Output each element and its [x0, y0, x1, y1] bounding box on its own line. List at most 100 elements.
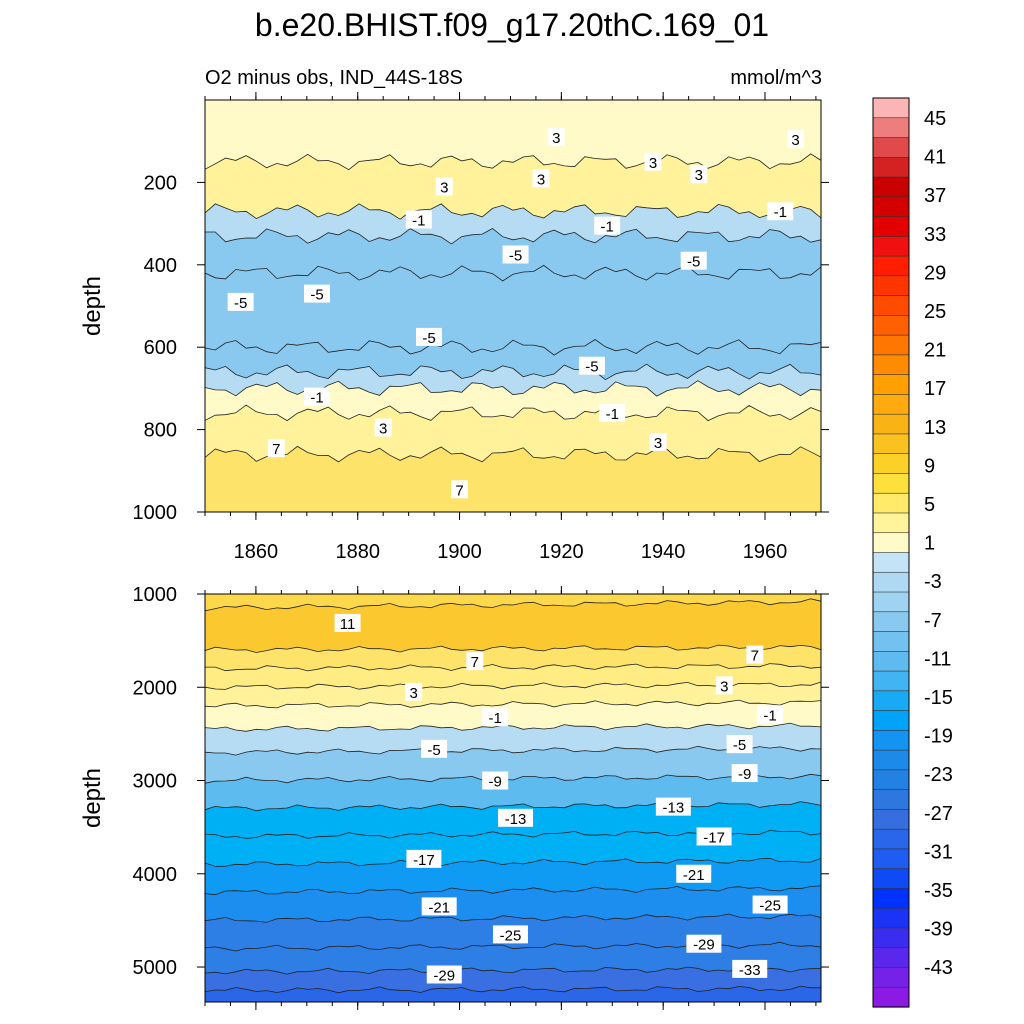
svg-text:-5: -5 — [733, 737, 746, 754]
upper-ytick-label: 400 — [144, 255, 177, 277]
colorbar-label: 9 — [924, 455, 935, 477]
svg-text:-5: -5 — [687, 254, 700, 271]
colorbar-swatch — [872, 552, 910, 573]
colorbar-frame — [872, 97, 910, 1008]
colorbar-swatch — [872, 571, 910, 593]
upper-contour-label: -1 — [594, 216, 621, 236]
upper-contour-label: -5 — [304, 284, 330, 304]
lower-contour-label: 3 — [405, 682, 423, 702]
upper-frame — [204, 99, 822, 513]
svg-text:-1: -1 — [763, 707, 776, 724]
lower-contour-label: -17 — [406, 849, 442, 869]
svg-text:3: 3 — [537, 171, 545, 188]
lower-contour-label: -29 — [426, 965, 462, 984]
upper-xtick-label: 1880 — [335, 541, 380, 563]
upper-contour-label: -1 — [405, 210, 432, 229]
lower-ytick-label: 1000 — [133, 584, 178, 606]
upper-contour-line — [205, 203, 821, 220]
lower-contour-label: -25 — [752, 895, 788, 915]
lower-contour-label: -5 — [726, 735, 753, 754]
upper-xtick-label: 1860 — [234, 541, 279, 563]
colorbar-swatch — [872, 848, 910, 870]
upper-contour-label: -5 — [227, 292, 254, 312]
upper-contour-label: -5 — [416, 327, 442, 347]
colorbar-label: 29 — [924, 262, 946, 284]
svg-text:-1: -1 — [310, 390, 323, 407]
upper-contour-label: -1 — [304, 387, 330, 407]
colorbar-swatch — [872, 275, 910, 297]
colorbar-label: 5 — [924, 494, 935, 516]
upper-contour-line — [205, 363, 821, 381]
lower-contour-label: -5 — [421, 739, 448, 759]
lower-ytick-label: 3000 — [133, 771, 178, 793]
lower-contour-line — [205, 857, 821, 867]
upper-xtick-label: 1900 — [437, 541, 482, 563]
colorbar-label: -27 — [924, 803, 953, 825]
lower-contour-label: -13 — [655, 797, 691, 817]
upper-contour-line — [205, 339, 821, 356]
svg-text:-5: -5 — [422, 330, 435, 347]
lower-contour-line — [205, 985, 821, 994]
upper-contour-line — [205, 445, 821, 463]
lower-ytick-label: 5000 — [133, 957, 178, 979]
svg-text:-21: -21 — [428, 899, 450, 916]
svg-text:3: 3 — [379, 421, 387, 438]
svg-text:3: 3 — [649, 155, 657, 172]
upper-band — [205, 446, 821, 512]
lower-contour-label: 3 — [715, 676, 733, 695]
svg-text:-29: -29 — [433, 967, 455, 984]
upper-ylabel: depth — [79, 276, 106, 336]
lower-contour-line — [205, 885, 821, 896]
upper-contour-label: 3 — [690, 165, 708, 184]
colorbar-swatch — [872, 137, 910, 158]
svg-text:3: 3 — [552, 130, 560, 147]
svg-text:11: 11 — [340, 616, 356, 633]
colorbar-label: 25 — [924, 301, 946, 323]
upper-contour-label: -5 — [680, 251, 707, 271]
upper-contour-line — [205, 153, 821, 171]
upper-contour-label: 3 — [435, 177, 453, 197]
colorbar-swatch — [872, 809, 910, 830]
colorbar-label: 41 — [924, 147, 946, 169]
colorbar-label: -7 — [924, 610, 942, 632]
lower-ytick-label: 2000 — [133, 677, 178, 699]
upper-contour-label: 3 — [649, 432, 667, 452]
svg-text:-5: -5 — [310, 287, 323, 304]
colorbar-swatch — [872, 749, 910, 771]
colorbar-swatch — [872, 453, 910, 475]
colorbar-swatch — [872, 216, 910, 237]
colorbar-swatch — [872, 334, 910, 356]
figure-title: b.e20.BHIST.f09_g17.20thC.169_01 — [255, 7, 769, 43]
upper-band — [205, 265, 821, 368]
svg-text:-17: -17 — [703, 829, 725, 846]
svg-text:-13: -13 — [663, 800, 685, 817]
colorbar-label: -15 — [924, 687, 953, 709]
upper-contour-line — [205, 404, 821, 422]
upper-contour-label: 7 — [451, 480, 469, 499]
colorbar-swatch — [872, 730, 910, 751]
svg-text:-5: -5 — [427, 742, 440, 759]
colorbar-swatch — [872, 888, 910, 909]
colorbar-label: 21 — [924, 340, 946, 362]
svg-text:3: 3 — [695, 167, 703, 184]
colorbar-label: -19 — [924, 726, 953, 748]
svg-text:3: 3 — [410, 685, 418, 702]
colorbar-swatch — [872, 473, 910, 494]
colorbar-swatch — [872, 512, 910, 534]
lower-contour-label: -9 — [482, 771, 509, 791]
lower-contour-label: -25 — [492, 925, 528, 944]
lower-contour-line — [205, 699, 821, 709]
lower-contour-label: -33 — [732, 959, 768, 979]
svg-text:-33: -33 — [739, 962, 761, 979]
colorbar-swatch — [872, 927, 910, 949]
colorbar-swatch — [872, 690, 910, 712]
svg-text:-13: -13 — [505, 811, 527, 828]
colorbar-label: -11 — [924, 648, 951, 670]
upper-contour-label: 3 — [787, 130, 805, 149]
svg-text:-5: -5 — [509, 248, 522, 265]
svg-text:-1: -1 — [774, 204, 787, 221]
lower-contour-line — [205, 773, 821, 784]
colorbar-swatch — [872, 907, 910, 929]
upper-contour-label: 3 — [532, 169, 550, 188]
lower-contour-label: -1 — [482, 708, 509, 727]
